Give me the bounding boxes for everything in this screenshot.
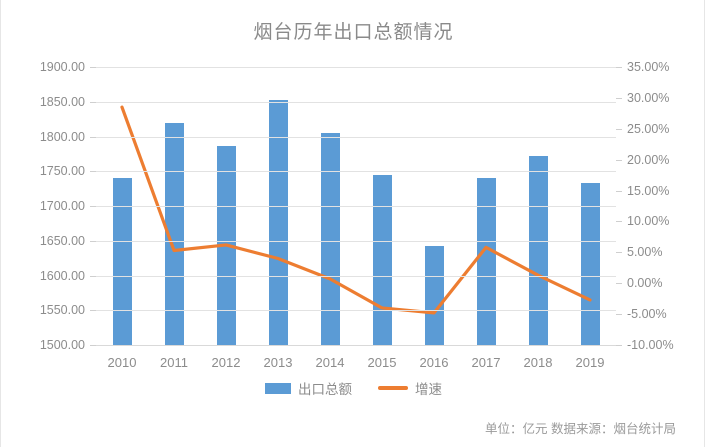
y-axis-right-tickmark (616, 221, 622, 223)
y-axis-right-tickmark (616, 345, 622, 346)
y-axis-right-tickmark (616, 314, 622, 316)
y-axis-right-tick-label: 0.00% (627, 276, 663, 291)
gridline (96, 101, 616, 103)
y-axis-right-tickmark (616, 252, 622, 254)
gridline (96, 171, 616, 173)
y-axis-left-tick-label: 1750.00 (39, 164, 85, 179)
bar-series-chukou-zonge (96, 67, 616, 345)
x-axis-tick-label: 2015 (367, 355, 397, 370)
x-axis-tick-label: 2013 (263, 355, 293, 370)
gridline (96, 310, 616, 312)
y-axis-left-tickmark (90, 240, 96, 242)
y-axis-left-tick-label: 1900.00 (39, 60, 85, 74)
bar[interactable] (424, 245, 444, 345)
y-axis-left-tickmark (90, 136, 96, 138)
legend-bar-swatch-icon (265, 382, 291, 394)
bar[interactable] (580, 183, 600, 345)
y-axis-right-tick-label: 10.00% (627, 214, 670, 229)
y-axis-left-tickmark (90, 101, 96, 103)
y-axis-left-tick-label: 1800.00 (39, 129, 85, 144)
x-axis-tick-label: 2012 (211, 355, 241, 370)
bar[interactable] (268, 100, 288, 345)
y-axis-left-tickmark (90, 310, 96, 312)
y-axis-left-tickmark (90, 171, 96, 173)
y-axis-right-tickmark (616, 159, 622, 161)
y-axis-left-tickmark (90, 206, 96, 207)
x-axis-tick-label: 2018 (523, 355, 553, 370)
legend-label: 出口总额 (298, 382, 352, 397)
x-axis-tick-label: 2010 (107, 355, 137, 370)
y-axis-right-tick-label: 30.00% (627, 90, 670, 105)
y-axis-left-tick-label: 1850.00 (39, 94, 85, 109)
y-axis-right-tick-label: 20.00% (627, 152, 670, 167)
growth-rate-line[interactable] (120, 105, 592, 315)
bar[interactable] (372, 174, 392, 345)
y-axis-right-tick-label: 15.00% (627, 183, 670, 198)
line-series-zengsu (120, 105, 592, 315)
y-axis-left-tickmark (90, 275, 96, 277)
y-axis-right-tickmark (616, 283, 622, 285)
bar[interactable] (112, 178, 132, 345)
y-axis-left-tickmark (90, 345, 96, 346)
y-axis-left-tick-label: 1700.00 (39, 199, 85, 213)
y-axis-right-tick-label: 35.00% (627, 60, 670, 74)
x-axis-tick-label: 2014 (315, 355, 345, 370)
y-axis-right-tick-label: 5.00% (627, 245, 663, 260)
y-axis-left-tick-label: 1550.00 (39, 303, 85, 318)
x-axis-tick-label: 2011 (160, 355, 188, 370)
legend-label: 增速 (415, 382, 442, 397)
y-axis-left-tick-label: 1600.00 (39, 268, 85, 283)
plot-area: 1900.00 1850.00 1800.00 1750.00 1700.00 1650.… (40, 60, 674, 352)
y-axis-left-tick-label: 1650.00 (39, 233, 85, 248)
y-axis-right-tickmark (616, 128, 622, 130)
x-axis-tick-label: 2016 (419, 355, 449, 370)
footer-note: 单位：亿元 数据来源：烟台统计局 (485, 422, 676, 436)
gridline (96, 206, 616, 207)
gridline (96, 275, 616, 277)
bar[interactable] (320, 133, 340, 345)
y-axis-right-tickmark (616, 190, 622, 192)
gridline (96, 67, 616, 68)
x-axis-tick-label: 2019 (575, 355, 605, 370)
bar[interactable] (476, 178, 496, 345)
y-axis-right-tickmark (616, 97, 622, 99)
legend-line-swatch-icon (378, 386, 408, 390)
bar[interactable] (528, 155, 548, 345)
legend-item[interactable]: 增速 (378, 378, 442, 398)
y-axis-right-tick-label: -10.00% (627, 338, 674, 352)
y-axis-right-tick-label: -5.00% (627, 307, 667, 322)
gridline (96, 136, 616, 138)
y-axis-right-tickmark (616, 67, 622, 68)
gridline (96, 345, 616, 346)
y-axis-right-tick-label: 25.00% (627, 121, 670, 136)
bar[interactable] (164, 122, 184, 345)
chart-title: 烟台历年出口总额情况 (253, 22, 454, 43)
y-axis-left-tick-label: 1500.00 (39, 338, 85, 352)
x-axis-tick-label: 2017 (471, 355, 501, 370)
legend-item[interactable]: 出口总额 (265, 378, 352, 398)
chart-legend: 出口总额 增速 (1, 378, 705, 398)
gridline (96, 240, 616, 242)
y-axis-left-tickmark (90, 67, 96, 68)
